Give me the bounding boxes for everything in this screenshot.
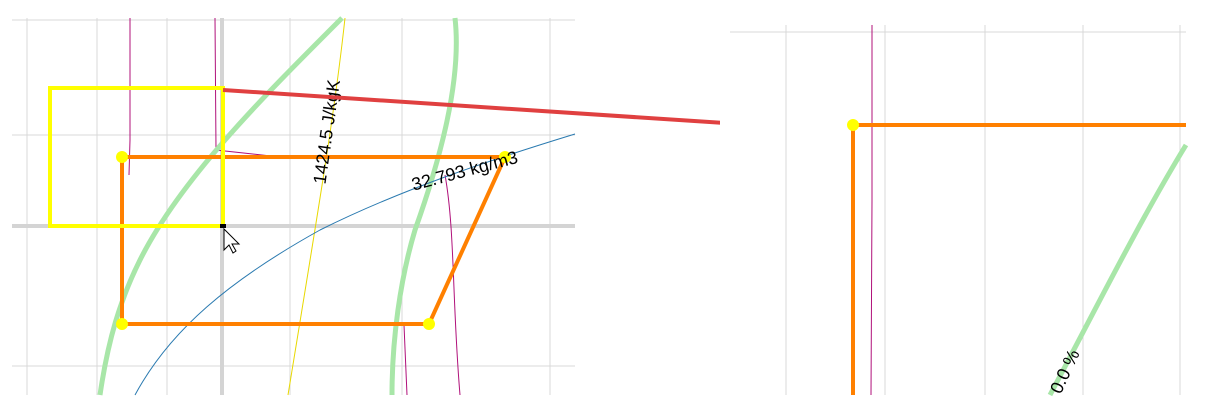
state-point[interactable] <box>423 318 435 330</box>
state-point[interactable] <box>116 151 128 163</box>
state-point[interactable] <box>116 318 128 330</box>
cursor <box>220 224 241 254</box>
main-view[interactable]: 1424.5 J/kgK 32.793 kg/m3 <box>12 8 587 411</box>
zoom-selection[interactable] <box>48 86 225 228</box>
state-point[interactable] <box>847 119 859 131</box>
zoom-arrow <box>222 88 793 142</box>
isotherm <box>128 18 131 176</box>
zoom-view[interactable]: 0.0 % <box>720 7 1198 412</box>
isotherm <box>870 25 873 396</box>
grid <box>730 25 1186 395</box>
main-frame <box>12 8 586 410</box>
saturation-liquid <box>1047 143 1189 397</box>
state-point[interactable] <box>499 151 511 163</box>
isotherm <box>403 324 408 396</box>
grid <box>12 18 575 395</box>
saturation-liquid <box>97 16 344 396</box>
saturation-vapor <box>389 17 459 396</box>
zoom-frame <box>720 7 1197 411</box>
